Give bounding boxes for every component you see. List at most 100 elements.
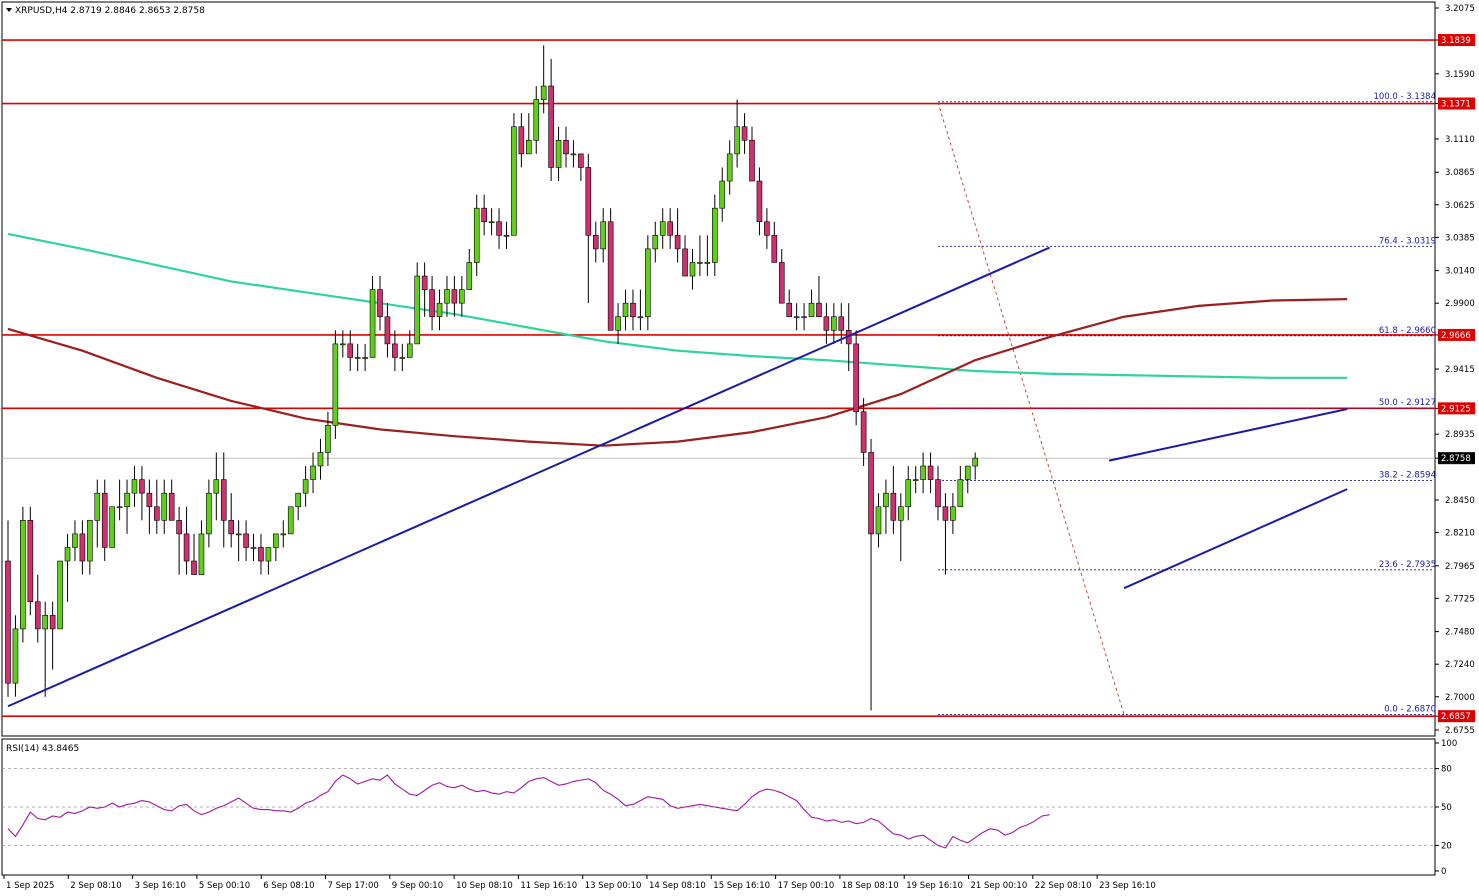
- candle-body: [883, 492, 889, 508]
- candle-body: [436, 302, 443, 318]
- candle-body: [920, 465, 926, 480]
- price-tag-box: [1438, 710, 1475, 723]
- price-tag-box: [1438, 402, 1475, 415]
- candle-body: [302, 479, 309, 494]
- candle-body: [793, 316, 800, 319]
- candle-body: [600, 221, 607, 250]
- rsi-tick-label: 50: [1441, 803, 1452, 813]
- candle-body: [116, 506, 123, 509]
- candle-body: [659, 221, 666, 236]
- time-tick-label: 3 Sep 16:10: [135, 881, 186, 891]
- fibonacci-levels: 100.0 - 3.1384 76.4 - 3.0319 61.8 - 2.9660…: [937, 92, 1436, 715]
- candle-body: [339, 343, 346, 346]
- candle-body: [5, 560, 11, 684]
- candle-body: [890, 492, 897, 521]
- price-tick-label: 3.0385: [1445, 233, 1475, 243]
- price-tag-box: [1438, 97, 1475, 110]
- candle-body: [27, 520, 34, 603]
- time-tick-label: 15 Sep 16:10: [713, 881, 770, 891]
- candle-body: [637, 316, 644, 319]
- candle-body: [764, 221, 770, 236]
- candle-body: [548, 85, 554, 168]
- price-tags: 3.1839 3.1371 2.9666 2.9125 2.8758 2.6857: [1438, 34, 1475, 723]
- candle-body: [191, 560, 197, 575]
- price-tag-label: 2.8758: [1441, 454, 1471, 464]
- candle-body: [808, 302, 815, 318]
- fib-level-label: 50.0 - 2.9127: [1379, 398, 1436, 408]
- candle-body: [645, 248, 651, 318]
- candle-body: [280, 533, 287, 536]
- candle-body: [243, 533, 249, 548]
- candle-body: [451, 289, 458, 304]
- support-resistance-lines: [2, 39, 1435, 717]
- fib-level-label: 100.0 - 3.1384: [1373, 92, 1436, 102]
- price-tag-label: 3.1371: [1441, 100, 1471, 110]
- candle-body: [399, 357, 406, 359]
- candle-body: [414, 275, 421, 345]
- candle-body: [912, 479, 919, 481]
- price-tick-label: 2.7725: [1445, 594, 1475, 604]
- candle-body: [964, 465, 971, 480]
- candle-body: [213, 479, 220, 494]
- candle-body: [771, 235, 778, 263]
- price-tick-label: 2.7240: [1445, 660, 1475, 670]
- candle-body: [146, 492, 153, 508]
- chart-menu-triangle-icon[interactable]: [6, 8, 12, 12]
- price-tick-label: 3.0140: [1445, 267, 1475, 277]
- time-tick-label: 7 Sep 17:00: [328, 881, 379, 891]
- price-tick-label: 3.1110: [1445, 135, 1475, 145]
- candle-body: [756, 180, 763, 223]
- symbol-title: XRPUSD,H4 2.8719 2.8846 2.8653 2.8758: [15, 6, 205, 16]
- candle-body: [950, 506, 956, 521]
- candle-body: [12, 628, 19, 684]
- candle-body: [942, 506, 949, 521]
- candle-body: [525, 140, 532, 155]
- price-tick-label: 3.2075: [1445, 4, 1475, 14]
- trendline: [7, 246, 1051, 708]
- time-tick-label: 1 Sep 2025: [6, 881, 54, 891]
- candle-body: [927, 465, 934, 480]
- main-plot-frame: [1, 1, 1436, 737]
- time-tick-label: 9 Sep 00:10: [392, 881, 443, 891]
- candle-body: [183, 533, 190, 562]
- candle-body: [860, 411, 867, 453]
- candle-body: [563, 140, 569, 155]
- candle-body: [935, 479, 941, 508]
- price-tick-label: 2.7965: [1445, 562, 1475, 572]
- candle-body: [228, 520, 234, 535]
- candle-body: [273, 533, 279, 548]
- time-tick-label: 10 Sep 08:10: [456, 881, 513, 891]
- time-tick-label: 13 Sep 00:10: [585, 881, 642, 891]
- candle-body: [897, 506, 904, 521]
- candle-body: [317, 452, 324, 467]
- time-tick-label: 11 Sep 16:10: [520, 881, 577, 891]
- candle-body: [459, 289, 465, 304]
- candle-body: [570, 153, 577, 156]
- rsi-line: [7, 774, 1050, 849]
- candle-body: [704, 262, 711, 264]
- candle-body: [250, 547, 257, 549]
- price-tag-box: [1438, 328, 1475, 341]
- candle-body: [697, 262, 703, 264]
- candle-body: [131, 479, 138, 494]
- candle-body: [332, 343, 339, 426]
- candle-body: [711, 207, 718, 263]
- candle-body: [853, 343, 859, 413]
- rsi-tick-label: 80: [1441, 765, 1452, 775]
- candle-body: [726, 153, 733, 182]
- candle-body: [79, 533, 86, 562]
- candle-body: [540, 85, 547, 100]
- candle-body: [287, 506, 294, 535]
- price-tag-label: 2.9125: [1441, 404, 1471, 414]
- candle-body: [406, 343, 413, 358]
- candle-body: [392, 343, 398, 358]
- candles: [5, 45, 979, 711]
- candle-body: [607, 221, 614, 331]
- candle-body: [347, 343, 354, 358]
- candle-body: [719, 180, 726, 209]
- candle-body: [377, 289, 383, 318]
- candle-body: [235, 533, 242, 536]
- price-tick-label: 2.8450: [1445, 496, 1475, 506]
- candle-body: [518, 126, 525, 155]
